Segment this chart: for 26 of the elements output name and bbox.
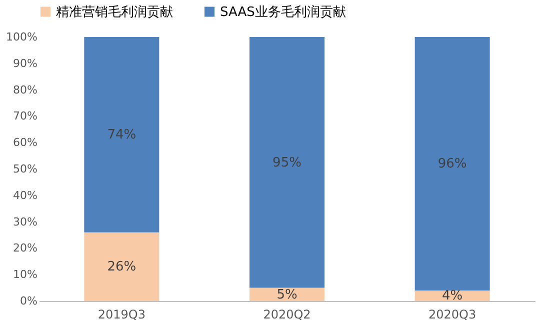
data-label: 95% bbox=[272, 155, 302, 170]
y-tick-label: 50% bbox=[13, 162, 38, 176]
y-tick-label: 30% bbox=[13, 215, 38, 228]
bar bbox=[250, 37, 324, 288]
x-tick-label: 2019Q3 bbox=[98, 308, 146, 322]
legend-label: 精准营销毛利润贡献 bbox=[56, 4, 173, 20]
y-tick-label: 20% bbox=[13, 242, 38, 255]
bar bbox=[84, 37, 160, 232]
y-tick-label: 90% bbox=[13, 56, 38, 70]
data-label: 5% bbox=[276, 287, 298, 302]
bar bbox=[414, 37, 490, 290]
y-tick-label: 10% bbox=[13, 268, 38, 282]
y-tick-label: 40% bbox=[13, 188, 38, 202]
y-tick-label: 100% bbox=[6, 30, 38, 44]
y-tick-label: 80% bbox=[13, 83, 38, 96]
y-tick-label: 70% bbox=[13, 110, 38, 123]
bar bbox=[84, 232, 160, 301]
x-tick-label: 2020Q3 bbox=[428, 308, 476, 322]
data-label: 26% bbox=[107, 260, 136, 275]
y-tick-label: 60% bbox=[13, 136, 38, 150]
data-label: 96% bbox=[438, 156, 467, 172]
data-label: 4% bbox=[442, 288, 463, 304]
legend-label: SAAS业务毛利润贡献 bbox=[220, 4, 346, 20]
x-tick-label: 2020Q2 bbox=[263, 308, 311, 322]
data-label: 74% bbox=[107, 128, 136, 143]
y-tick-label: 0% bbox=[20, 294, 38, 308]
